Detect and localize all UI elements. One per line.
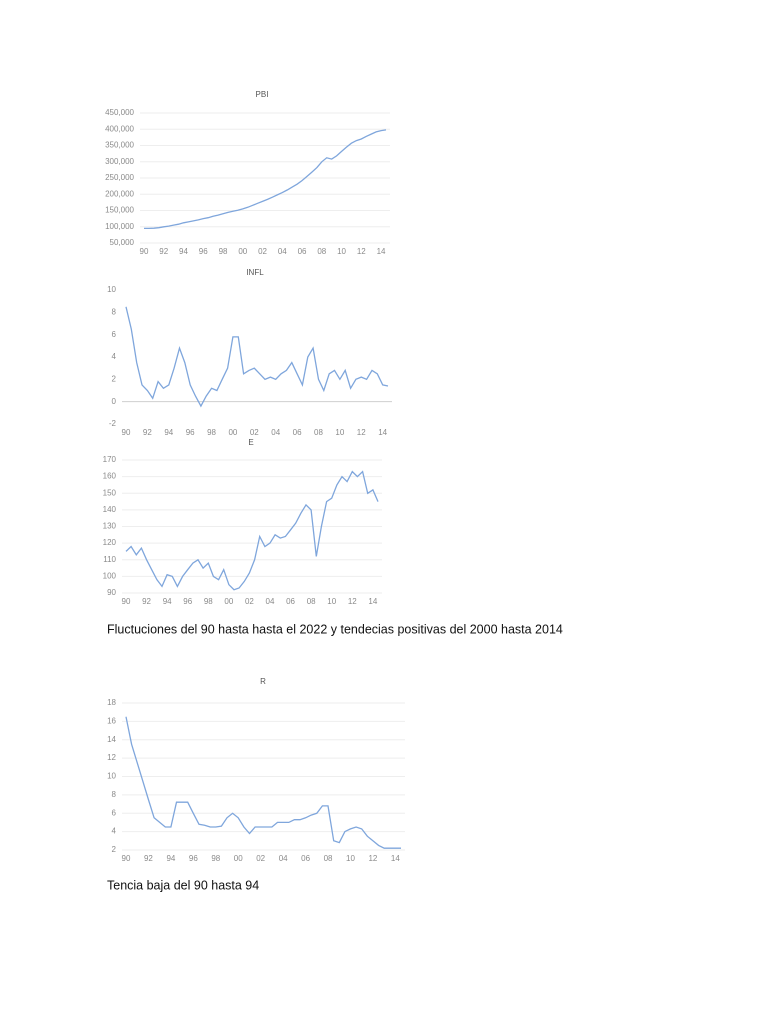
x-tick-label: 10 <box>346 854 355 863</box>
y-tick-label: 110 <box>103 555 116 564</box>
x-tick-label: 12 <box>368 854 377 863</box>
y-tick-label: 4 <box>112 827 117 836</box>
y-tick-label: 120 <box>103 538 117 547</box>
x-tick-label: 10 <box>337 247 346 256</box>
x-tick-label: 94 <box>179 247 188 256</box>
y-tick-label: 100 <box>103 571 117 580</box>
data-line <box>125 716 401 849</box>
x-tick-label: 02 <box>256 854 265 863</box>
x-tick-label: 02 <box>245 597 254 606</box>
x-tick-label: 08 <box>307 597 316 606</box>
y-tick-label: 50,000 <box>110 238 135 247</box>
y-tick-label: 2 <box>112 845 117 854</box>
x-tick-label: 98 <box>207 428 216 437</box>
x-tick-label: 02 <box>250 428 259 437</box>
caption: Tencia baja del 90 hasta 94 <box>107 878 259 892</box>
x-tick-label: 92 <box>142 597 151 606</box>
y-tick-label: 8 <box>112 790 117 799</box>
x-tick-label: 96 <box>189 854 198 863</box>
x-tick-label: 00 <box>224 597 233 606</box>
y-tick-label: 10 <box>107 772 116 781</box>
x-tick-label: 00 <box>228 428 237 437</box>
x-tick-label: 94 <box>164 428 173 437</box>
x-tick-label: 06 <box>298 247 307 256</box>
y-tick-label: 140 <box>103 505 117 514</box>
y-tick-label: 18 <box>107 698 116 707</box>
y-tick-label: 300,000 <box>105 157 134 166</box>
y-tick-label: 8 <box>112 307 117 316</box>
x-tick-label: 12 <box>357 247 366 256</box>
x-tick-label: 04 <box>271 428 280 437</box>
x-tick-label: 94 <box>163 597 172 606</box>
x-tick-label: 96 <box>199 247 208 256</box>
y-tick-label: 0 <box>112 397 117 406</box>
y-tick-label: 4 <box>112 352 117 361</box>
x-tick-label: 96 <box>186 428 195 437</box>
chart-title: INFL <box>246 268 264 277</box>
x-tick-label: 90 <box>122 597 131 606</box>
x-tick-label: 04 <box>279 854 288 863</box>
y-tick-label: 90 <box>107 588 116 597</box>
y-tick-label: 200,000 <box>105 189 134 198</box>
y-tick-label: -2 <box>109 419 117 428</box>
y-tick-label: 16 <box>107 716 116 725</box>
x-tick-label: 06 <box>286 597 295 606</box>
x-tick-label: 98 <box>204 597 213 606</box>
y-tick-label: 150 <box>103 488 117 497</box>
x-tick-label: 08 <box>324 854 333 863</box>
y-tick-label: 6 <box>112 808 117 817</box>
x-tick-label: 14 <box>377 247 386 256</box>
x-tick-label: 12 <box>348 597 357 606</box>
y-tick-label: 170 <box>103 455 117 464</box>
x-tick-label: 08 <box>314 428 323 437</box>
x-tick-label: 08 <box>317 247 326 256</box>
x-tick-label: 90 <box>122 428 131 437</box>
data-line <box>125 470 379 591</box>
y-tick-label: 100,000 <box>105 222 134 231</box>
x-tick-label: 90 <box>140 247 149 256</box>
y-tick-label: 350,000 <box>105 141 134 150</box>
caption: Fluctuciones del 90 hasta hasta el 2022 … <box>107 622 563 636</box>
chart-title: PBI <box>256 90 269 99</box>
x-tick-label: 94 <box>166 854 175 863</box>
x-tick-label: 02 <box>258 247 267 256</box>
x-tick-label: 98 <box>211 854 220 863</box>
x-tick-label: 00 <box>238 247 247 256</box>
x-tick-label: 14 <box>391 854 400 863</box>
x-tick-label: 12 <box>357 428 366 437</box>
x-tick-label: 04 <box>266 597 275 606</box>
chart-title: E <box>248 438 253 447</box>
y-tick-label: 6 <box>112 330 117 339</box>
x-tick-label: 10 <box>335 428 344 437</box>
x-tick-label: 92 <box>144 854 153 863</box>
chart-title: R <box>260 677 266 686</box>
y-tick-label: 250,000 <box>105 173 134 182</box>
x-tick-label: 90 <box>122 854 131 863</box>
x-tick-label: 00 <box>234 854 243 863</box>
x-tick-label: 92 <box>143 428 152 437</box>
y-tick-label: 150,000 <box>105 206 134 215</box>
x-tick-label: 14 <box>378 428 387 437</box>
y-tick-label: 2 <box>112 374 117 383</box>
x-tick-label: 06 <box>301 854 310 863</box>
x-tick-label: 14 <box>368 597 377 606</box>
data-line <box>144 129 387 230</box>
x-tick-label: 92 <box>159 247 168 256</box>
y-tick-label: 14 <box>107 735 116 744</box>
y-tick-label: 400,000 <box>105 124 134 133</box>
y-tick-label: 160 <box>103 472 117 481</box>
y-tick-label: 10 <box>107 285 116 294</box>
x-tick-label: 04 <box>278 247 287 256</box>
x-tick-label: 06 <box>293 428 302 437</box>
y-tick-label: 450,000 <box>105 108 134 117</box>
x-tick-label: 96 <box>183 597 192 606</box>
y-tick-label: 130 <box>103 522 117 531</box>
data-line <box>125 306 389 408</box>
x-tick-label: 98 <box>219 247 228 256</box>
y-tick-label: 12 <box>107 753 116 762</box>
x-tick-label: 10 <box>327 597 336 606</box>
